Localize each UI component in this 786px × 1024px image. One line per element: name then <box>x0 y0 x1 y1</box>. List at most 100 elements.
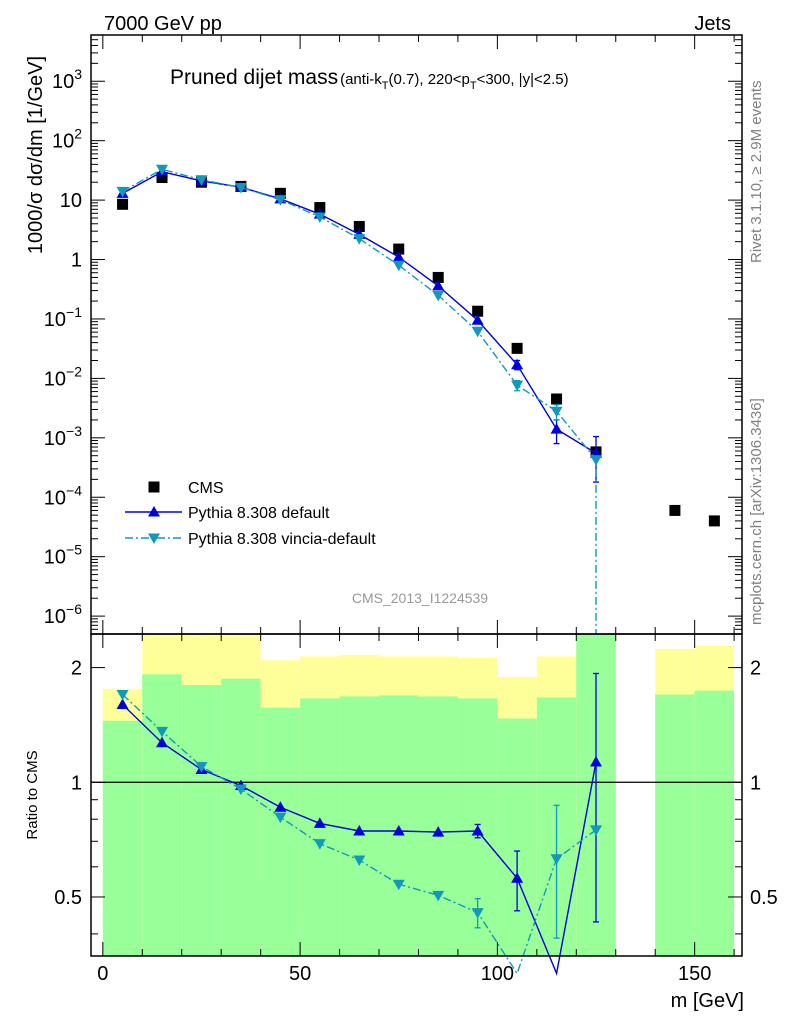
legend-marker <box>148 533 160 544</box>
main-y-tick-label: 10−1 <box>44 304 82 331</box>
legend-label: CMS <box>188 480 224 497</box>
data-point <box>117 198 129 210</box>
data-point <box>551 393 563 405</box>
main-y-tick-label: 102 <box>52 126 82 153</box>
data-point <box>314 202 326 214</box>
legend-marker <box>148 481 160 493</box>
ratio-point <box>471 908 484 919</box>
ratio-point <box>274 812 287 824</box>
ratio-y-tick-label: 2 <box>71 658 82 680</box>
ratio-point <box>234 784 247 796</box>
data-point <box>116 186 129 198</box>
main-y-tick-label: 10 <box>60 190 82 212</box>
ratio-point <box>156 726 169 738</box>
ratio-point <box>590 756 603 767</box>
ratio-point <box>353 855 366 867</box>
main-series-default <box>116 165 603 483</box>
ratio-point <box>432 826 445 837</box>
data-point <box>392 260 405 272</box>
main-title: Pruned dijet mass (anti-kT(0.7), 220<pT<3… <box>170 66 569 92</box>
main-y-tick-label: 10−6 <box>44 601 82 628</box>
data-point <box>156 164 169 176</box>
main-y-tick-label: 10−3 <box>44 423 82 450</box>
ratio-point <box>156 736 169 748</box>
ratio-point <box>313 817 326 828</box>
ratio-point <box>116 689 129 701</box>
data-point <box>550 423 563 434</box>
header-left-label: 7000 GeV pp <box>104 13 222 35</box>
data-point <box>432 279 445 291</box>
x-tick-label: 150 <box>678 963 711 985</box>
ratio-y-tick-label-right: 1 <box>750 772 761 794</box>
x-tick-label: 100 <box>481 963 514 985</box>
main-y-tick-label: 103 <box>52 66 82 93</box>
ratio-point <box>590 825 603 836</box>
data-point <box>590 455 603 466</box>
header-right-label: Jets <box>694 13 731 35</box>
ratio-point <box>274 801 287 812</box>
x-tick-label: 0 <box>97 963 108 985</box>
ratio-point <box>392 824 405 836</box>
ratio-point <box>313 839 326 850</box>
ratio-stat-band <box>221 678 261 956</box>
data-point <box>392 251 405 262</box>
ratio-point <box>550 854 563 865</box>
legend-entry-default: Pythia 8.308 default <box>125 505 330 522</box>
data-point <box>353 220 365 232</box>
data-point <box>471 326 484 338</box>
data-point <box>313 212 326 223</box>
ratio-y-tick-label-right: 0.5 <box>750 887 778 909</box>
data-point <box>471 314 484 325</box>
legend-entry-cms: CMS <box>148 480 224 497</box>
main-series-cms <box>117 172 720 527</box>
ratio-point <box>432 890 445 902</box>
x-tick-label: 50 <box>289 963 311 985</box>
data-point <box>195 175 208 186</box>
data-point <box>669 504 681 516</box>
ratio-stat-band <box>260 707 301 956</box>
main-y-axis-label: 1000/σ dσ/dm [1/GeV] <box>25 56 47 254</box>
data-point <box>432 290 445 302</box>
mcplots-label: mcplots.cern.ch [arXiv:1306.3436] <box>748 398 765 625</box>
main-y-tick-label: 10−2 <box>44 363 82 390</box>
legend-marker <box>148 506 160 517</box>
legend-entry-vincia: Pythia 8.308 vincia-default <box>125 531 376 548</box>
ratio-point <box>116 698 129 710</box>
main-y-tick-label: 1 <box>71 250 82 272</box>
rivet-version-label: Rivet 3.1.10, ≥ 2.9M events <box>748 81 765 264</box>
series-line <box>122 171 597 454</box>
ratio-point <box>511 872 524 883</box>
data-point <box>472 305 484 317</box>
ratio-point <box>195 762 208 773</box>
main-y-tick-label: 10−5 <box>44 542 82 569</box>
ratio-stat-band <box>102 720 143 956</box>
ratio-stat-band <box>655 694 695 956</box>
legend-label: Pythia 8.308 default <box>188 505 330 522</box>
main-series-vincia <box>116 164 603 634</box>
data-point <box>156 172 168 184</box>
data-point <box>511 342 523 354</box>
ratio-series-vincia <box>116 689 603 976</box>
ratio-point <box>392 879 405 891</box>
data-point <box>511 380 524 392</box>
analysis-id-label: CMS_2013_I1224539 <box>352 590 488 606</box>
ratio-y-tick-label-right: 2 <box>750 658 761 680</box>
series-line <box>122 168 597 634</box>
ratio-stat-band <box>694 690 735 956</box>
ratio-point <box>353 824 366 836</box>
data-point <box>274 195 287 206</box>
ratio-y-tick-label: 0.5 <box>54 887 82 909</box>
ratio-frame <box>90 633 743 957</box>
ratio-stat-band <box>497 718 537 956</box>
data-point <box>353 234 366 245</box>
data-point <box>432 271 444 283</box>
main-y-tick-label: 10−4 <box>44 482 82 509</box>
ratio-y-axis-label: Ratio to CMS <box>24 750 41 839</box>
ratio-stat-band <box>142 674 182 956</box>
legend-label: Pythia 8.308 vincia-default <box>188 531 376 548</box>
data-point <box>511 358 524 370</box>
x-axis-label: m [GeV] <box>671 990 744 1012</box>
data-point <box>234 182 247 194</box>
data-point <box>708 515 720 527</box>
